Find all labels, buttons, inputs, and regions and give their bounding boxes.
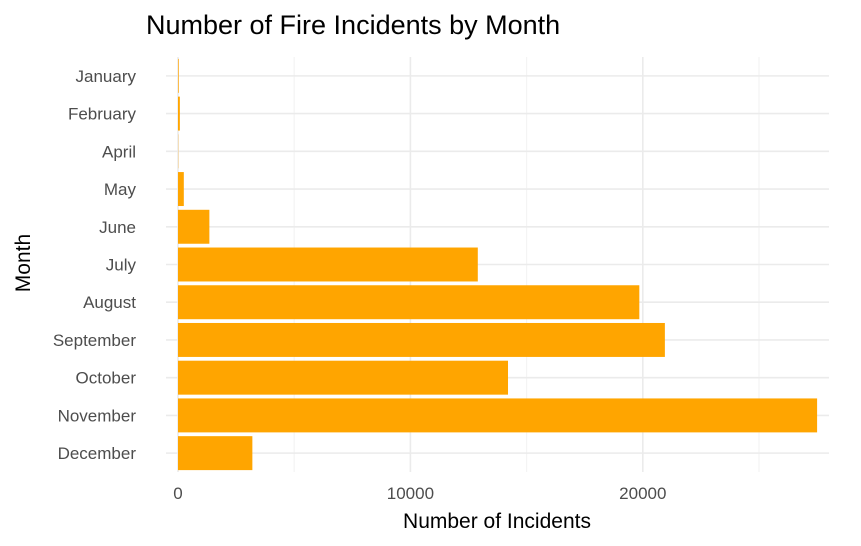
- y-tick-label: May: [104, 180, 137, 199]
- y-tick-label: June: [99, 218, 136, 237]
- bar-september: [178, 322, 665, 357]
- x-tick-label: 0: [173, 484, 182, 503]
- x-tick-labels: 0 10000 20000: [173, 484, 666, 503]
- bar-june: [178, 209, 210, 244]
- y-tick-label: January: [76, 67, 137, 86]
- x-tick-label: 20000: [619, 484, 666, 503]
- chart-title: Number of Fire Incidents by Month: [146, 10, 560, 40]
- y-tick-label: October: [76, 369, 137, 388]
- bars: [178, 58, 818, 471]
- y-tick-label: July: [106, 256, 137, 275]
- bar-november: [178, 398, 818, 433]
- y-axis-title: Month: [12, 234, 35, 292]
- y-tick-label: August: [83, 293, 136, 312]
- y-tick-label: November: [58, 406, 137, 425]
- bar-august: [178, 285, 640, 320]
- y-tick-label: February: [68, 105, 137, 124]
- bar-december: [178, 436, 253, 471]
- y-tick-labels: January February April May June July August Sep…: [53, 67, 137, 463]
- bar-october: [178, 360, 509, 395]
- y-tick-label: September: [53, 331, 136, 350]
- bar-july: [178, 247, 478, 282]
- bar-may: [178, 172, 184, 207]
- x-tick-label: 10000: [387, 484, 434, 503]
- bar-january: [178, 58, 179, 93]
- y-tick-label: April: [102, 142, 136, 161]
- y-tick-label: December: [58, 444, 137, 463]
- x-axis-title: Number of Incidents: [403, 510, 591, 533]
- bar-february: [178, 96, 180, 131]
